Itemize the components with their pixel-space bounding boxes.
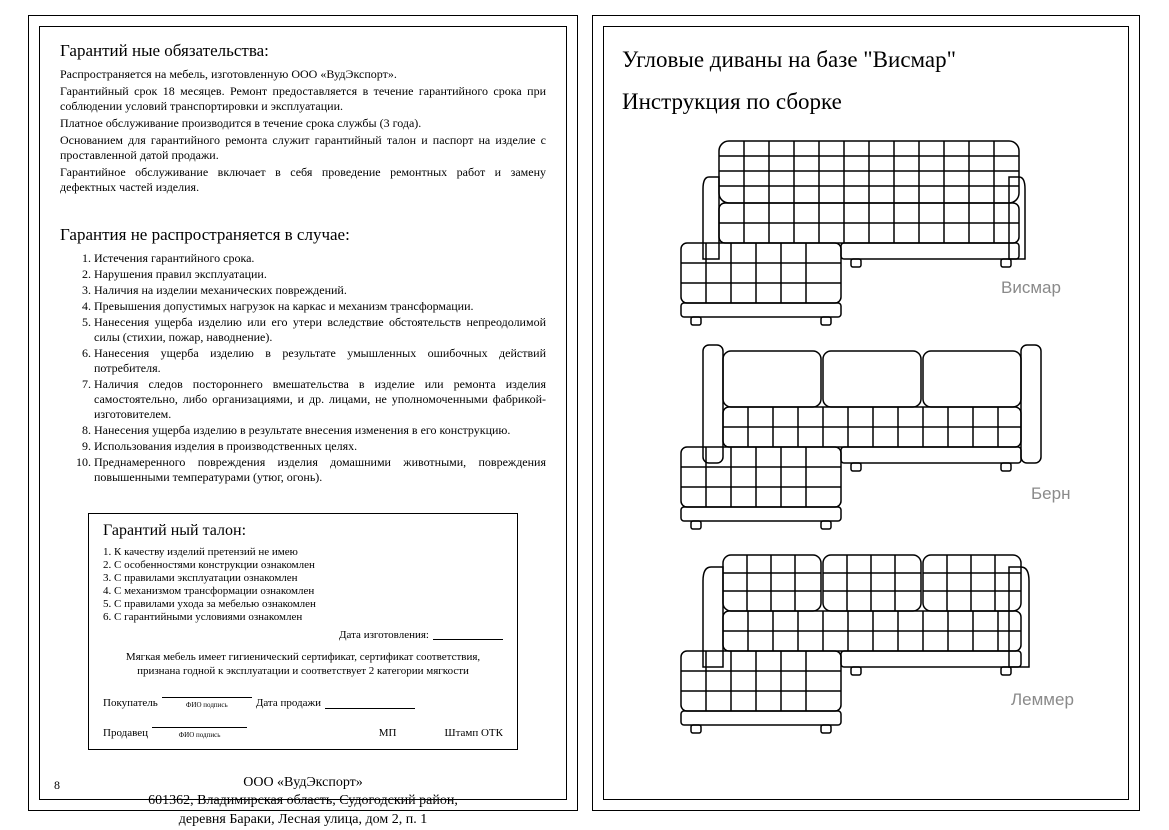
ticket-item: 3. С правилами эксплуатации ознакомлен: [103, 572, 503, 584]
sofa-label-vismar: Висмар: [1001, 278, 1061, 298]
stamp-otk: Штамп ОТК: [444, 727, 503, 739]
exclusion-item: Наличия на изделии механических поврежде…: [94, 283, 546, 298]
right-inner: Угловые диваны на базе "Висмар" Инструкц…: [603, 26, 1129, 800]
warranty-title: Гарантий ные обязательства:: [60, 41, 546, 61]
fio-hint: ФИО подпись: [152, 731, 247, 739]
sale-date-label: Дата продажи: [256, 697, 321, 709]
cert-line: признана годной к эксплуатации и соответ…: [103, 665, 503, 679]
exclusions-title: Гарантия не распространяется в случае:: [60, 225, 546, 245]
page-right: Угловые диваны на базе "Висмар" Инструкц…: [592, 15, 1140, 811]
exclusion-item: Нанесения ущерба изделию в результате вн…: [94, 423, 546, 438]
warranty-para: Платное обслуживание производится в тече…: [60, 116, 546, 131]
manual-title-line1: Угловые диваны на базе "Висмар": [622, 45, 1110, 75]
page-left: Гарантий ные обязательства: Распространя…: [28, 15, 578, 811]
manual-title-line2: Инструкция по сборке: [622, 87, 1110, 117]
sofa-bern-icon: [641, 343, 1091, 533]
warranty-para: Основанием для гарантийного ремонта служ…: [60, 133, 546, 163]
certificate-text: Мягкая мебель имеет гигиенический сертиф…: [103, 651, 503, 679]
company-block: ООО «ВудЭкспорт» 601362, Владимирская об…: [60, 774, 546, 830]
company-addr: 601362, Владимирская область, Судогодски…: [60, 792, 546, 811]
warranty-para: Гарантийный срок 18 месяцев. Ремонт пред…: [60, 84, 546, 114]
ticket-item-text: К качеству изделий претензий не имею: [114, 546, 298, 558]
ticket-item-text: С особенностями конструкции ознакомлен: [114, 559, 315, 571]
ticket-item-text: С механизмом трансформации ознакомлен: [114, 585, 314, 597]
seller-blank: [152, 717, 247, 728]
buyer-row: Покупатель ФИО подпись Дата продажи: [103, 687, 503, 709]
seller-label: Продавец: [103, 727, 148, 739]
stamp-mp: МП: [379, 727, 397, 739]
company-name: ООО «ВудЭкспорт»: [60, 774, 546, 793]
ticket-item: 1. К качеству изделий претензий не имею: [103, 546, 503, 558]
mfg-date-row: Дата изготовления:: [103, 629, 503, 641]
ticket-item: 4. С механизмом трансформации ознакомлен: [103, 585, 503, 597]
exclusion-item: Нанесения ущерба изделию или его утери в…: [94, 315, 546, 345]
warranty-ticket-box: Гарантий ный талон: 1. К качеству издели…: [88, 513, 518, 750]
left-inner: Гарантий ные обязательства: Распространя…: [39, 26, 567, 800]
exclusion-item: Истечения гарантийного срока.: [94, 251, 546, 266]
ticket-title: Гарантий ный талон:: [103, 522, 503, 540]
sofa-lemmer: Леммер: [641, 549, 1091, 739]
cert-line: Мягкая мебель имеет гигиенический сертиф…: [103, 651, 503, 665]
ticket-item-text: С правилами ухода за мебелью ознакомлен: [114, 598, 316, 610]
sofa-label-bern: Берн: [1031, 484, 1070, 504]
fio-hint: ФИО подпись: [162, 701, 252, 709]
exclusion-item: Преднамеренного повреждения изделия дома…: [94, 455, 546, 485]
exclusion-item: Нарушения правил эксплуатации.: [94, 267, 546, 282]
exclusion-item: Превышения допустимых нагрузок на каркас…: [94, 299, 546, 314]
sofa-lemmer-icon: [641, 549, 1091, 739]
sale-date-blank: [325, 698, 415, 709]
seller-row: Продавец ФИО подпись МП Штамп ОТК: [103, 717, 503, 739]
exclusions-list: Истечения гарантийного срока. Нарушения …: [60, 251, 546, 485]
company-addr: деревня Бараки, Лесная улица, дом 2, п. …: [60, 811, 546, 830]
mfg-date-blank: [433, 629, 503, 640]
warranty-para: Распространяется на мебель, изготовленну…: [60, 67, 546, 82]
page-number: 8: [54, 778, 60, 793]
sofa-vismar: Висмар: [641, 137, 1091, 327]
mfg-date-label: Дата изготовления:: [339, 629, 429, 641]
exclusion-item: Нанесения ущерба изделию в результате ум…: [94, 346, 546, 376]
buyer-label: Покупатель: [103, 697, 158, 709]
sofa-label-lemmer: Леммер: [1011, 690, 1074, 710]
ticket-item: 6. С гарантийными условиями ознакомлен: [103, 611, 503, 623]
ticket-item: 2. С особенностями конструкции ознакомле…: [103, 559, 503, 571]
warranty-para: Гарантийное обслуживание включает в себя…: [60, 165, 546, 195]
ticket-item-text: С правилами эксплуатации ознакомлен: [114, 572, 298, 584]
buyer-blank: [162, 687, 252, 698]
sofa-vismar-icon: [641, 137, 1091, 327]
exclusion-item: Наличия следов постороннего вмешательств…: [94, 377, 546, 422]
exclusion-item: Использования изделия в производственных…: [94, 439, 546, 454]
sofa-bern: Берн: [641, 343, 1091, 533]
ticket-item-text: С гарантийными условиями ознакомлен: [114, 611, 302, 623]
ticket-item: 5. С правилами ухода за мебелью ознакомл…: [103, 598, 503, 610]
